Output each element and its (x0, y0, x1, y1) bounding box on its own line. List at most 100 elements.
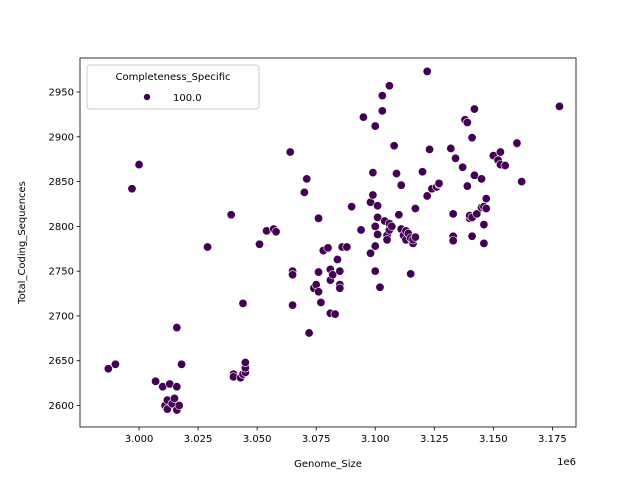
data-point (425, 144, 435, 154)
data-point (238, 298, 248, 308)
data-point (462, 117, 472, 127)
data-point (462, 181, 472, 191)
x-tick-label: 3.075 (302, 434, 331, 445)
data-point (302, 174, 312, 184)
data-point (448, 209, 458, 219)
legend-marker (143, 93, 151, 101)
x-axis-offset-label: 1e6 (557, 457, 576, 468)
x-tick-label: 3.150 (479, 434, 508, 445)
data-point (467, 133, 477, 143)
y-tick-label: 2750 (49, 267, 74, 278)
data-point (373, 229, 383, 239)
data-point (103, 364, 113, 374)
data-point (127, 184, 137, 194)
data-point (512, 138, 522, 148)
data-point (389, 141, 399, 151)
x-tick-label: 3.050 (243, 434, 272, 445)
data-point (134, 160, 144, 170)
data-point (451, 153, 461, 163)
y-tick-label: 2650 (49, 356, 74, 367)
data-point (481, 194, 491, 204)
data-point (328, 270, 338, 280)
data-point (410, 232, 420, 242)
data-point (285, 147, 295, 157)
data-point (347, 202, 357, 212)
data-point (500, 160, 510, 170)
data-point (169, 393, 179, 403)
data-point (495, 147, 505, 157)
data-point (446, 143, 456, 153)
data-point (314, 287, 324, 297)
plot-area-frame (79, 57, 577, 428)
data-point (417, 167, 427, 177)
data-point (394, 210, 404, 220)
data-point (172, 382, 182, 392)
data-point (479, 238, 489, 248)
data-point (373, 212, 383, 222)
data-point (396, 180, 406, 190)
x-tick-label: 3.175 (538, 434, 567, 445)
legend-entry-label: 100.0 (173, 93, 202, 104)
data-point (391, 169, 401, 179)
data-point (368, 168, 378, 178)
y-tick-label: 2700 (49, 311, 74, 322)
data-point (477, 174, 487, 184)
data-point (406, 269, 416, 279)
data-point (342, 242, 352, 252)
data-point (377, 91, 387, 101)
data-point (332, 255, 342, 265)
data-point (481, 203, 491, 213)
data-point (469, 104, 479, 114)
data-point (299, 187, 309, 197)
data-point (172, 323, 182, 333)
data-point (240, 358, 250, 368)
data-point (366, 248, 376, 258)
data-point (387, 221, 397, 231)
data-point (382, 235, 392, 245)
data-point (410, 203, 420, 213)
data-point (422, 191, 432, 201)
data-point (368, 190, 378, 200)
data-point (271, 227, 281, 237)
data-point (335, 266, 345, 276)
data-point (467, 231, 477, 241)
x-tick-label: 3.000 (125, 434, 154, 445)
x-axis: 3.000 3.025 3.050 3.075 3.100 3.125 3.150 3.175 (125, 427, 567, 445)
data-point (335, 283, 345, 293)
data-point (384, 81, 394, 91)
data-point (370, 266, 380, 276)
data-point (517, 177, 527, 187)
y-axis: 2600 2650 2700 2750 2800 2850 2900 2950 (49, 88, 80, 412)
data-point (370, 221, 380, 231)
data-point (370, 241, 380, 251)
legend-box (86, 64, 260, 110)
data-point (472, 209, 482, 219)
y-tick-label: 2900 (49, 132, 74, 143)
data-point (304, 328, 314, 338)
data-point (373, 201, 383, 211)
data-point (479, 220, 489, 230)
data-point (110, 359, 120, 369)
y-tick-label: 2850 (49, 177, 74, 188)
data-point (330, 309, 340, 319)
data-point (314, 267, 324, 277)
y-tick-label: 2600 (49, 401, 74, 412)
data-point (422, 66, 432, 76)
data-point (377, 106, 387, 116)
x-axis-label: Genome_Size (294, 459, 362, 470)
y-tick-label: 2800 (49, 222, 74, 233)
data-point (316, 298, 326, 308)
data-point (375, 282, 385, 292)
data-point (288, 270, 298, 280)
legend: Completeness_Specific 100.0 (86, 64, 260, 110)
data-point (177, 359, 187, 369)
x-tick-label: 3.125 (420, 434, 449, 445)
y-tick-label: 2950 (49, 88, 74, 99)
data-point (288, 300, 298, 310)
data-point (314, 213, 324, 223)
points-layer (103, 66, 564, 415)
legend-title: Completeness_Specific (115, 72, 230, 83)
data-point (203, 242, 213, 252)
data-point (358, 112, 368, 122)
